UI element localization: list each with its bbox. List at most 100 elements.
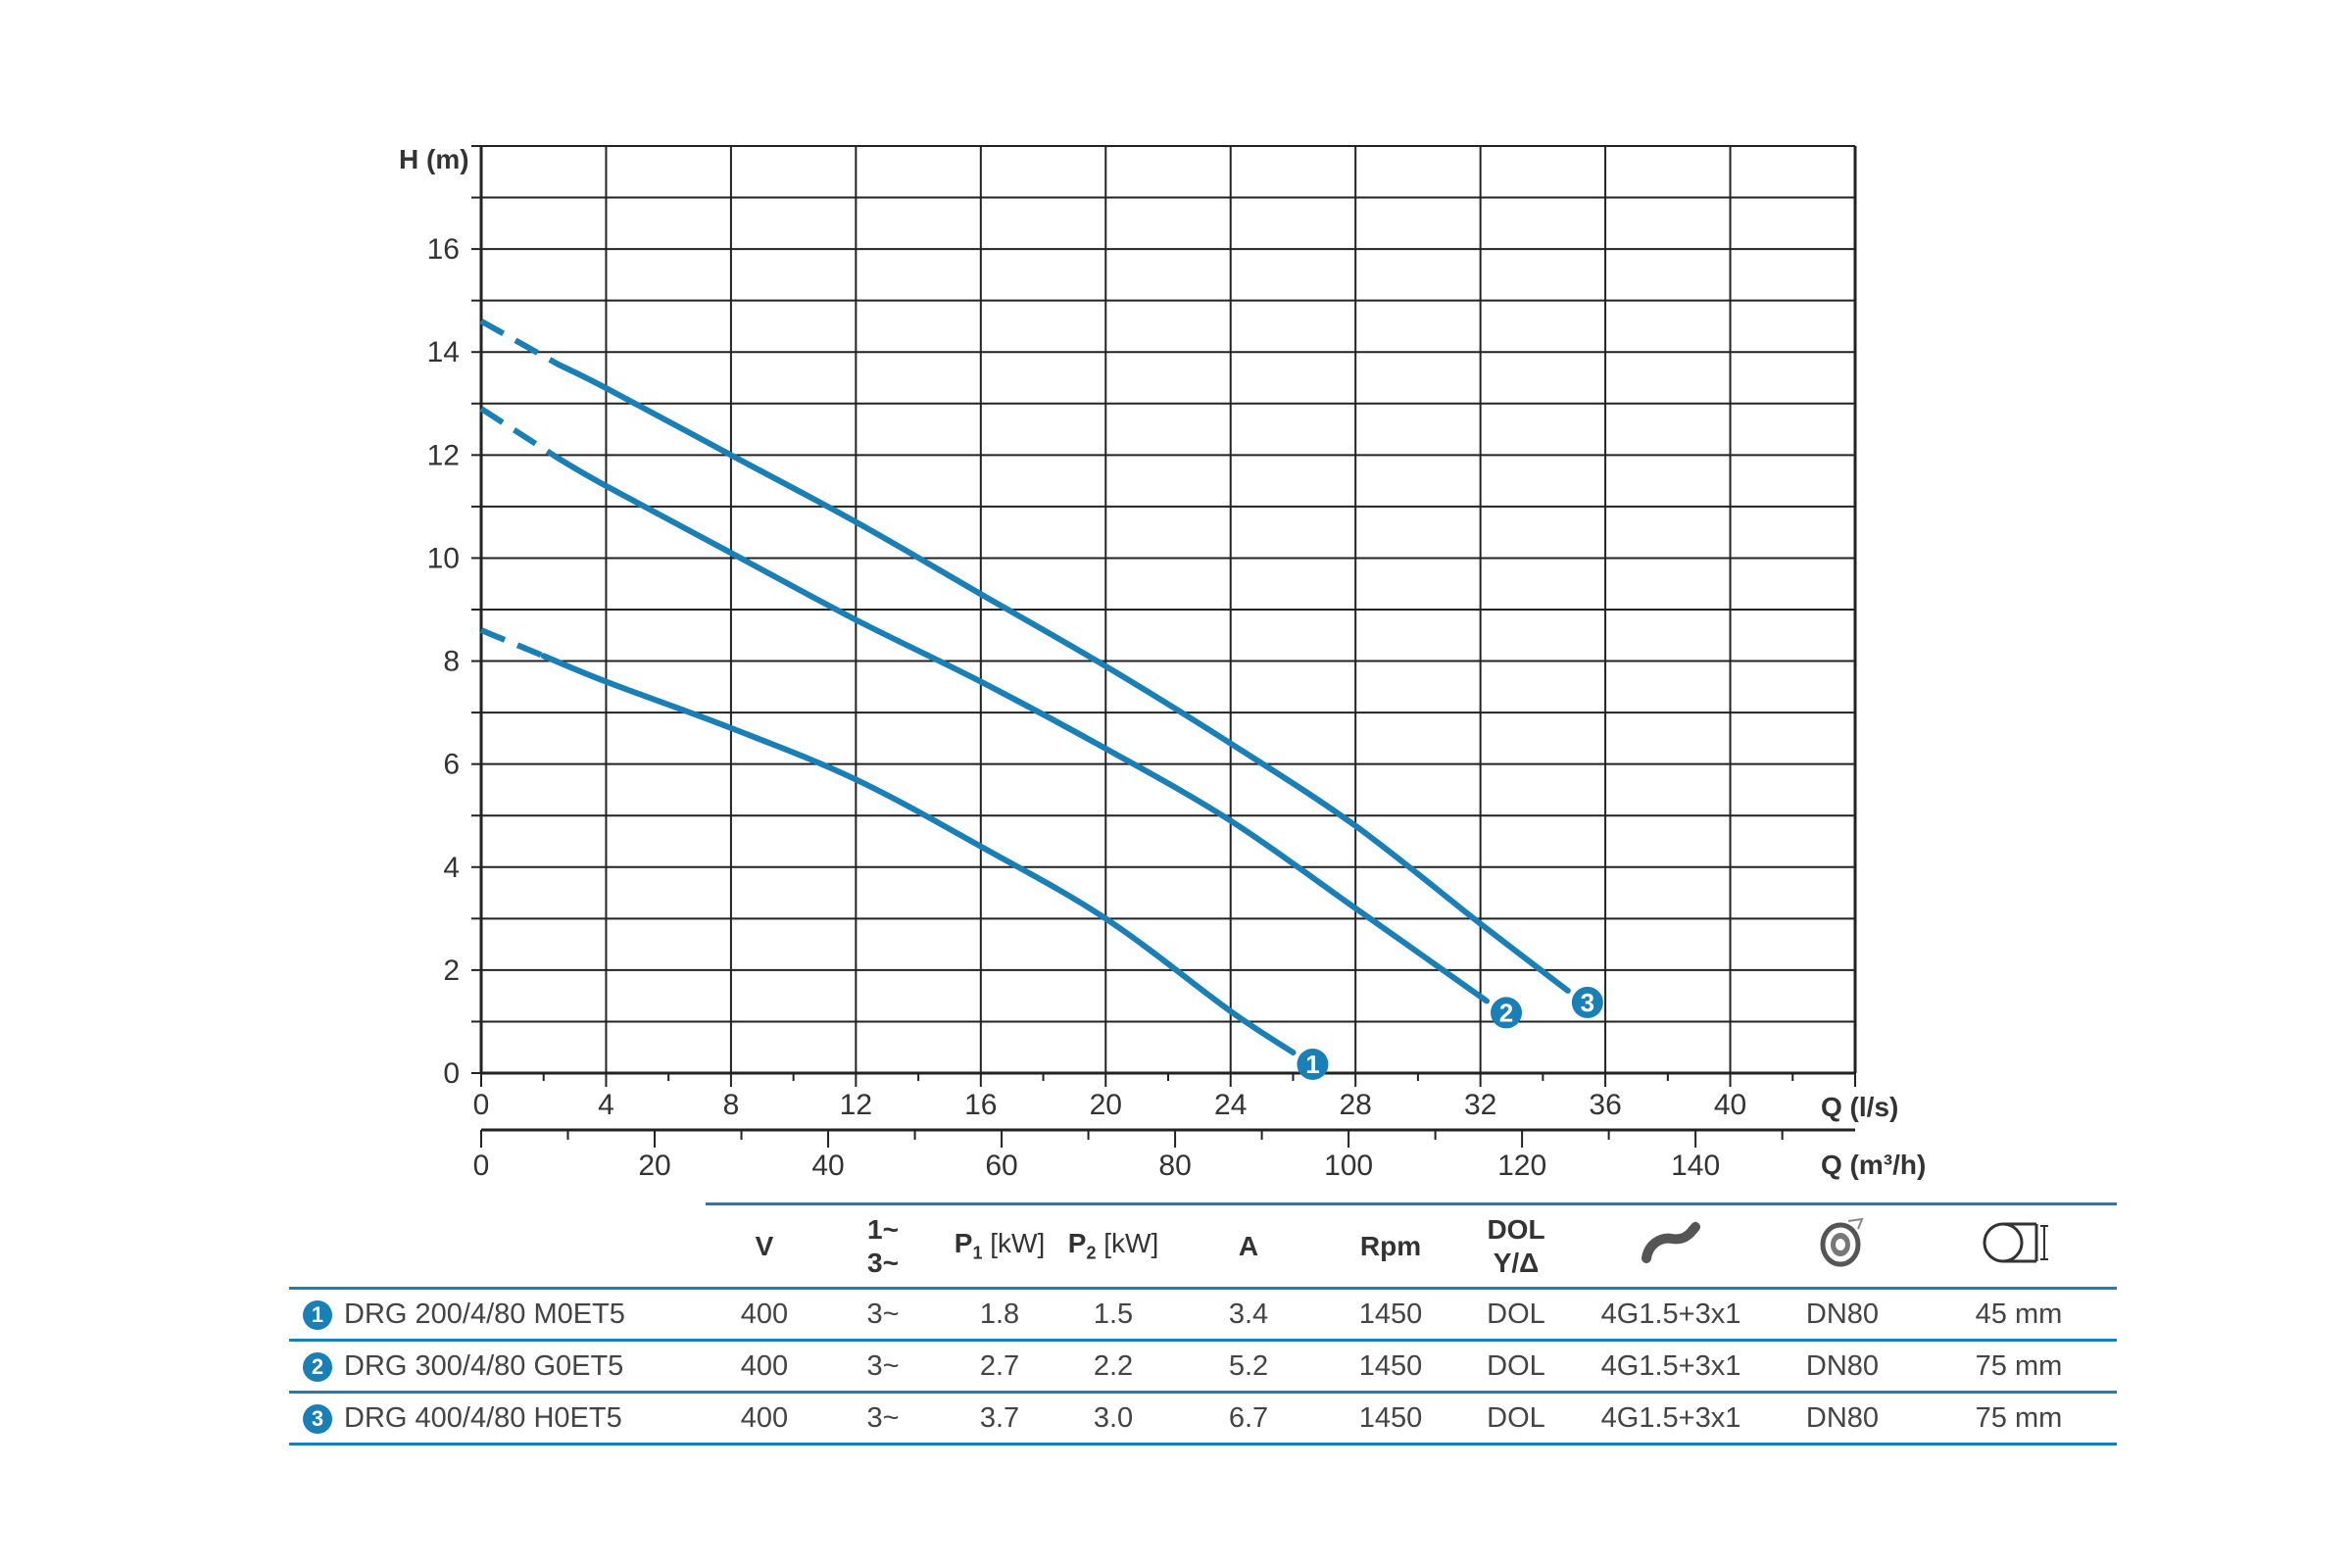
header-outlet xyxy=(1764,1202,1921,1290)
voltage-cell: 400 xyxy=(706,1288,823,1342)
x2-tick-label: 0 xyxy=(473,1150,490,1182)
header-model xyxy=(289,1203,706,1290)
start-cell: DOL xyxy=(1454,1340,1578,1394)
curve-dashed-segment xyxy=(479,406,562,462)
x-tick-label: 20 xyxy=(1090,1089,1122,1121)
curve-dashed-segment xyxy=(479,627,545,660)
y-tick-label: 16 xyxy=(427,233,460,266)
passage-cell: 75 mm xyxy=(1921,1392,2117,1446)
x-tick-label: 32 xyxy=(1464,1089,1496,1121)
y-tick-label: 8 xyxy=(443,646,460,678)
x-tick-label: 24 xyxy=(1214,1089,1247,1121)
model-cell: 2 DRG 300/4/80 G0ET5 xyxy=(289,1340,706,1394)
y-tick-label: 2 xyxy=(443,955,460,987)
p2-cell: 3.0 xyxy=(1056,1392,1170,1446)
curve-marker-label: 1 xyxy=(1305,1050,1319,1079)
chart-grid xyxy=(480,145,1857,1074)
phase-cell: 3~ xyxy=(823,1392,943,1446)
x2-tick-label: 120 xyxy=(1497,1150,1546,1182)
header-phase-top: 1~ xyxy=(867,1213,899,1245)
curve-marker-label: 2 xyxy=(1499,998,1513,1027)
phase-cell: 3~ xyxy=(823,1288,943,1342)
x2-tick-label: 20 xyxy=(638,1150,670,1182)
outlet-flange-icon xyxy=(1820,1217,1864,1267)
header-p1-label: P xyxy=(954,1228,973,1259)
cable-cell: 4G1.5+3x1 xyxy=(1578,1288,1764,1342)
outlet-cell: DN80 xyxy=(1764,1340,1921,1394)
passage-cell: 75 mm xyxy=(1921,1340,2117,1394)
header-phase-bottom: 3~ xyxy=(867,1247,899,1278)
model-cell: 3 DRG 400/4/80 H0ET5 xyxy=(289,1392,706,1446)
phase-cell: 3~ xyxy=(823,1340,943,1394)
rpm-cell: 1450 xyxy=(1327,1392,1454,1446)
amps-cell: 6.7 xyxy=(1170,1392,1327,1446)
x-tick-label: 16 xyxy=(964,1089,997,1121)
y-tick-label: 0 xyxy=(443,1057,460,1090)
outlet-cell: DN80 xyxy=(1764,1288,1921,1342)
cable-cell: 4G1.5+3x1 xyxy=(1578,1392,1764,1446)
model-name: DRG 400/4/80 H0ET5 xyxy=(344,1401,622,1434)
curve-number-badge: 3 xyxy=(303,1403,332,1434)
start-cell: DOL xyxy=(1454,1288,1578,1342)
rpm-cell: 1450 xyxy=(1327,1288,1454,1342)
x-axis-title: Q (l/s) xyxy=(1821,1092,1898,1122)
p1-cell: 1.8 xyxy=(943,1288,1056,1342)
x2-tick-label: 80 xyxy=(1158,1150,1191,1182)
curve-line xyxy=(556,456,1491,1004)
rpm-cell: 1450 xyxy=(1327,1340,1454,1394)
chart-curves: 1 2 3 xyxy=(479,318,1603,1080)
curve-number-badge: 2 xyxy=(303,1351,332,1382)
x-tick-label: 28 xyxy=(1339,1089,1371,1121)
curve-series-3: 3 xyxy=(479,318,1603,1018)
header-p2: P2 [kW] xyxy=(1056,1202,1170,1290)
x2-axis-title: Q (m³/h) xyxy=(1821,1150,1926,1180)
start-cell: DOL xyxy=(1454,1392,1578,1446)
p1-cell: 3.7 xyxy=(943,1392,1056,1446)
x-tick-label: 4 xyxy=(598,1089,614,1121)
header-phase: 1~ 3~ xyxy=(823,1202,943,1290)
p2-cell: 1.5 xyxy=(1056,1288,1170,1342)
amps-cell: 3.4 xyxy=(1170,1288,1327,1342)
x-tick-label: 0 xyxy=(473,1089,490,1121)
passage-cell: 45 mm xyxy=(1921,1288,2117,1342)
header-passage xyxy=(1921,1202,2117,1290)
y-tick-label: 12 xyxy=(427,439,460,471)
x2-tick-label: 40 xyxy=(811,1150,844,1182)
curve-dashed-segment xyxy=(479,318,562,368)
header-rpm: Rpm xyxy=(1327,1202,1454,1290)
y-tick-label: 10 xyxy=(427,542,460,574)
curve-marker xyxy=(1571,986,1603,1018)
cable-icon xyxy=(1642,1221,1700,1264)
x2-tick-label: 140 xyxy=(1671,1150,1720,1182)
curve-line xyxy=(556,362,1571,994)
voltage-cell: 400 xyxy=(706,1392,823,1446)
header-amps: A xyxy=(1170,1202,1327,1290)
x2-tick-label: 100 xyxy=(1324,1150,1373,1182)
solids-passage-icon xyxy=(1983,1222,2048,1263)
header-p1-unit: [kW] xyxy=(982,1228,1046,1259)
table-row: 2 DRG 300/4/80 G0ET5 400 3~ 2.7 2.2 5.2 1… xyxy=(289,1340,2117,1394)
header-p2-unit: [kW] xyxy=(1096,1228,1159,1259)
curve-line xyxy=(540,653,1297,1055)
header-start-bottom: Y/Δ xyxy=(1493,1247,1540,1278)
y-tick-label: 6 xyxy=(443,749,460,781)
header-p2-sub: 2 xyxy=(1086,1243,1097,1263)
pump-spec-table: V 1~ 3~ P1 [kW] P2 [kW] A Rpm DOL Y/Δ xyxy=(289,1202,2117,1446)
x-tick-label: 40 xyxy=(1714,1089,1746,1121)
model-cell: 1 DRG 200/4/80 M0ET5 xyxy=(289,1288,706,1342)
outlet-cell: DN80 xyxy=(1764,1392,1921,1446)
curve-marker xyxy=(1297,1048,1329,1080)
curve-series-2: 2 xyxy=(479,406,1523,1029)
header-p1-sub: 1 xyxy=(972,1243,983,1263)
header-voltage: V xyxy=(706,1202,823,1290)
header-cable xyxy=(1578,1202,1764,1290)
header-start-top: DOL xyxy=(1487,1213,1545,1245)
x-tick-label: 12 xyxy=(840,1089,872,1121)
curve-series-1: 1 xyxy=(479,627,1329,1080)
y-tick-label: 14 xyxy=(427,336,460,368)
header-p2-label: P xyxy=(1067,1228,1087,1259)
x-tick-label: 8 xyxy=(723,1089,740,1121)
curve-marker xyxy=(1491,997,1523,1029)
